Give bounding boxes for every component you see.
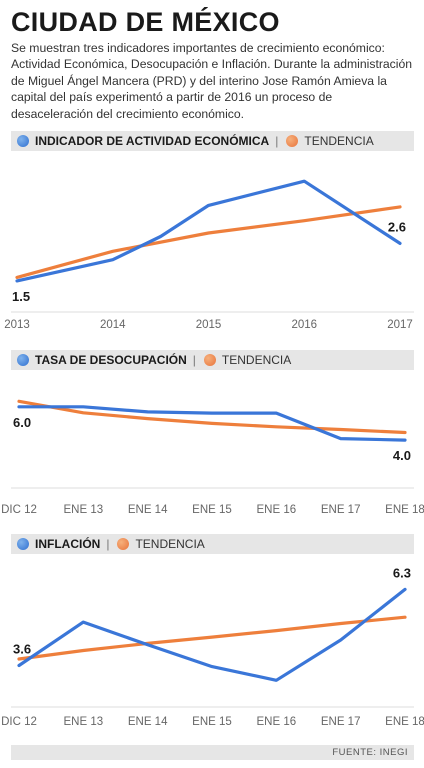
x-tick-label: 2014 — [100, 319, 126, 331]
x-tick-label: DIC 12 — [1, 504, 37, 516]
x-tick-label: ENE 18 — [385, 504, 424, 516]
legend-bar-inflacion: INFLACIÓN | TENDENCIA — [11, 534, 414, 554]
data-label: 1.5 — [12, 289, 30, 304]
x-tick-label: ENE 13 — [64, 716, 104, 728]
x-tick-label: ENE 17 — [321, 504, 361, 516]
x-tick-label: 2017 — [387, 319, 413, 331]
legend-separator: | — [192, 353, 196, 367]
x-tick-label: ENE 17 — [321, 716, 361, 728]
blue-dot-icon — [17, 135, 29, 147]
orange-dot-icon — [286, 135, 299, 147]
description-text: Se muestran tres indicadores importantes… — [11, 41, 413, 121]
trend-line — [15, 205, 402, 280]
x-tick-label: ENE 15 — [192, 716, 232, 728]
legend-bar-desocupacion: TASA DE DESOCUPACIÓN | TENDENCIA — [11, 350, 414, 370]
chart-tasa-desocupacion: DIC 12 ENE 13 ENE 14 ENE 15 ENE 16 ENE 17 ENE … — [1, 399, 424, 516]
blue-dot-icon — [17, 354, 29, 366]
legend-series-label: TASA DE DESOCUPACIÓN — [35, 353, 187, 367]
data-label: 6.0 — [13, 415, 31, 430]
legend-trend-label: TENDENCIA — [304, 134, 374, 148]
data-label: 6.3 — [393, 565, 411, 580]
x-tick-label: ENE 15 — [192, 504, 232, 516]
legend-trend-label: TENDENCIA — [135, 537, 205, 551]
page-title: CIUDAD DE MÉXICO — [11, 7, 280, 37]
x-tick-label: ENE 16 — [257, 504, 297, 516]
source-text: FUENTE: INEGI — [332, 747, 408, 758]
legend-separator: | — [275, 134, 279, 148]
legend-series-label: INFLACIÓN — [35, 537, 101, 551]
data-label: 4.0 — [393, 448, 411, 463]
x-tick-label: ENE 16 — [257, 716, 297, 728]
x-tick-label: ENE 14 — [128, 716, 168, 728]
source-bar: FUENTE: INEGI — [11, 745, 414, 760]
trend-line — [17, 399, 407, 435]
orange-dot-icon — [203, 354, 216, 366]
legend-series-label: INDICADOR DE ACTIVIDAD ECONÓMICA — [35, 134, 270, 148]
orange-dot-icon — [117, 538, 130, 550]
x-tick-label: ENE 13 — [64, 504, 104, 516]
legend-separator: | — [106, 537, 110, 551]
x-tick-label: ENE 14 — [128, 504, 168, 516]
series-line — [17, 405, 407, 442]
chart-inflacion: DIC 12 ENE 13 ENE 14 ENE 15 ENE 16 ENE 17 ENE … — [1, 565, 424, 728]
x-tick-label: ENE 18 — [385, 716, 424, 728]
legend-trend-label: TENDENCIA — [221, 353, 292, 367]
x-tick-label: 2016 — [291, 319, 317, 331]
x-tick-label: 2015 — [196, 319, 222, 331]
legend-bar-actividad: INDICADOR DE ACTIVIDAD ECONÓMICA | TENDE… — [11, 131, 414, 151]
trend-line — [17, 615, 407, 661]
x-tick-label: 2013 — [4, 319, 30, 331]
data-label: 3.6 — [13, 642, 31, 657]
blue-dot-icon — [17, 538, 29, 550]
chart-actividad-economica: 2013 2014 2015 2016 2017 1.5 2.6 — [4, 179, 414, 331]
data-label: 2.6 — [388, 219, 406, 234]
series-line — [15, 179, 402, 283]
series-line — [17, 587, 407, 682]
x-tick-label: DIC 12 — [1, 716, 37, 728]
